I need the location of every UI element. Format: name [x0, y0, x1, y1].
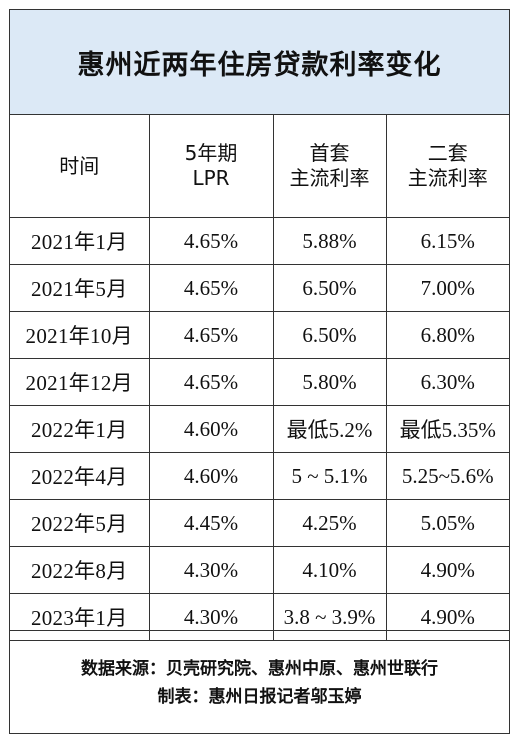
cell-time: 2023年1月	[10, 593, 150, 641]
cell-time: 2021年10月	[10, 311, 150, 359]
cell-second-home-rate: 6.15%	[385, 217, 509, 265]
cell-time: 2022年4月	[10, 452, 150, 500]
cell-first-home-rate: 5 ~ 5.1%	[272, 452, 387, 500]
table-title: 惠州近两年住房贷款利率变化	[77, 49, 442, 81]
cell-first-home-rate: 4.10%	[272, 546, 387, 594]
cell-lpr: 4.45%	[148, 499, 274, 547]
data-source-note: 数据来源：贝壳研究院、惠州中原、惠州世联行	[81, 658, 438, 679]
cell-second-home-rate: 4.90%	[385, 546, 509, 594]
cell-second-home-rate: 6.80%	[385, 311, 509, 359]
header-second-home-rate: 二套 主流利率	[385, 115, 509, 218]
cell-time: 2022年8月	[10, 546, 150, 594]
cell-second-home-rate: 5.25~5.6%	[385, 452, 509, 500]
cell-time: 2021年12月	[10, 358, 150, 406]
table-row: 2022年1月 4.60% 最低5.2% 最低5.35%	[10, 405, 509, 453]
cell-lpr: 4.60%	[148, 405, 274, 453]
table-row: 2023年1月 4.30% 3.8 ~ 3.9% 4.90%	[10, 593, 509, 641]
cell-second-home-rate: 6.30%	[385, 358, 509, 406]
cell-time: 2022年1月	[10, 405, 150, 453]
cell-time: 2022年5月	[10, 499, 150, 547]
cell-first-home-rate: 5.80%	[272, 358, 387, 406]
cell-lpr: 4.65%	[148, 311, 274, 359]
cell-second-home-rate: 4.90%	[385, 593, 509, 641]
cell-lpr: 4.65%	[148, 217, 274, 265]
table-row: 2021年10月 4.65% 6.50% 6.80%	[10, 311, 509, 359]
header-lpr: 5年期 LPR	[148, 115, 274, 218]
cell-first-home-rate: 最低5.2%	[272, 405, 387, 453]
cell-first-home-rate: 5.88%	[272, 217, 387, 265]
header-time: 时间	[10, 115, 150, 218]
cell-lpr: 4.60%	[148, 452, 274, 500]
cell-lpr: 4.30%	[148, 546, 274, 594]
cell-first-home-rate: 3.8 ~ 3.9%	[272, 593, 387, 641]
cell-time: 2021年5月	[10, 264, 150, 312]
title-bar: 惠州近两年住房贷款利率变化	[10, 10, 509, 115]
cell-first-home-rate: 6.50%	[272, 264, 387, 312]
table-footer: 数据来源：贝壳研究院、惠州中原、惠州世联行 制表：惠州日报记者邬玉婷	[10, 630, 509, 734]
cell-first-home-rate: 4.25%	[272, 499, 387, 547]
table-row: 2022年5月 4.45% 4.25% 5.05%	[10, 499, 509, 547]
table-row: 2021年1月 4.65% 5.88% 6.15%	[10, 217, 509, 265]
header-first-home-rate: 首套 主流利率	[272, 115, 387, 218]
cell-second-home-rate: 7.00%	[385, 264, 509, 312]
table-row: 2022年8月 4.30% 4.10% 4.90%	[10, 546, 509, 594]
table-row: 2022年4月 4.60% 5 ~ 5.1% 5.25~5.6%	[10, 452, 509, 500]
cell-lpr: 4.65%	[148, 358, 274, 406]
table-row: 2021年5月 4.65% 6.50% 7.00%	[10, 264, 509, 312]
cell-second-home-rate: 最低5.35%	[385, 405, 509, 453]
cell-time: 2021年1月	[10, 217, 150, 265]
rate-table: 时间 5年期 LPR 首套 主流利率 二套 主流利率 2021年1月 4.	[10, 115, 509, 641]
cell-first-home-rate: 6.50%	[272, 311, 387, 359]
cell-lpr: 4.30%	[148, 593, 274, 641]
cell-second-home-rate: 5.05%	[385, 499, 509, 547]
table-credit-note: 制表：惠州日报记者邬玉婷	[157, 686, 362, 707]
cell-lpr: 4.65%	[148, 264, 274, 312]
rate-table-card: 惠州近两年住房贷款利率变化 时间 5年期 LPR 首套 主流利率 二套	[9, 9, 510, 734]
header-row: 时间 5年期 LPR 首套 主流利率 二套 主流利率	[10, 115, 509, 218]
table-row: 2021年12月 4.65% 5.80% 6.30%	[10, 358, 509, 406]
